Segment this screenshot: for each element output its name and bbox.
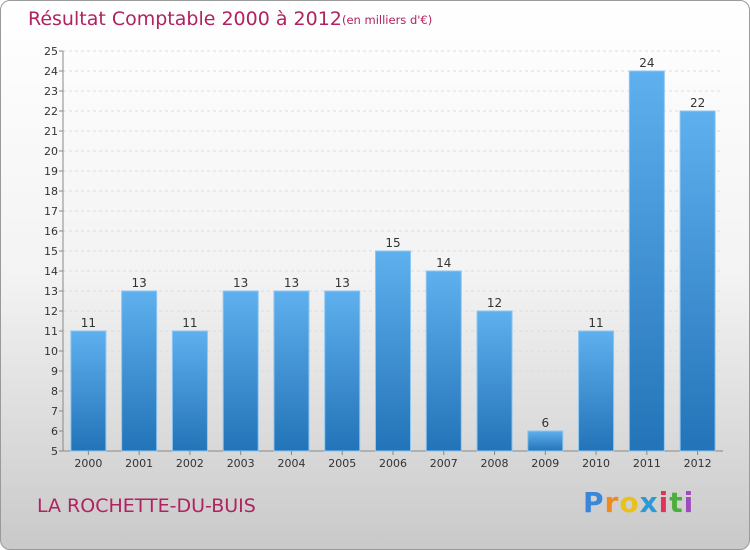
bar-2012 [679, 110, 716, 452]
y-tick-label: 10 [44, 345, 58, 358]
brand-letter: P [583, 486, 605, 519]
y-tick-label: 21 [44, 125, 58, 138]
brand-letter: o [619, 486, 640, 519]
y-tick-label: 22 [44, 105, 58, 118]
x-tick-label-2002: 2002 [176, 457, 204, 470]
value-label-2008: 12 [487, 296, 502, 310]
y-tick-label: 18 [44, 185, 58, 198]
brand-letter: r [604, 486, 620, 519]
value-label-2000: 11 [81, 316, 96, 330]
y-tick-label: 20 [44, 145, 58, 158]
x-tick-label-2004: 2004 [277, 457, 305, 470]
x-tick-label-2012: 2012 [684, 457, 712, 470]
x-tick-label-2003: 2003 [227, 457, 255, 470]
x-tick-label-2008: 2008 [481, 457, 509, 470]
y-tick-label: 19 [44, 165, 58, 178]
bar-2000 [70, 330, 107, 452]
bar-2006 [375, 250, 411, 452]
bar-2004 [273, 290, 310, 452]
value-label-2006: 15 [385, 236, 400, 250]
bar-2005 [324, 290, 361, 452]
y-tick-label: 13 [44, 285, 58, 298]
bar-2003 [222, 290, 259, 452]
value-label-2003: 13 [233, 276, 248, 290]
x-tick-label-2000: 2000 [74, 457, 102, 470]
bars [70, 70, 716, 452]
y-tick-label: 7 [51, 405, 58, 418]
bar-2009 [527, 430, 564, 452]
value-label-2012: 22 [690, 96, 705, 110]
y-tick-label: 8 [51, 385, 58, 398]
bar-2011 [628, 70, 665, 452]
y-tick-label: 11 [44, 325, 58, 338]
value-label-2010: 11 [588, 316, 603, 330]
commune-name: LA ROCHETTE-DU-BUIS [37, 495, 256, 517]
y-tick-label: 5 [51, 445, 58, 458]
value-label-2005: 13 [335, 276, 350, 290]
bar-2002 [171, 330, 208, 452]
y-tick-label: 12 [44, 305, 58, 318]
y-tick-label: 16 [44, 225, 58, 238]
brand-letter: i [658, 486, 670, 519]
bar-2007 [425, 270, 462, 452]
value-label-2001: 13 [132, 276, 147, 290]
x-tick-label-2007: 2007 [430, 457, 458, 470]
value-label-2011: 24 [639, 56, 654, 70]
x-tick-label-2005: 2005 [328, 457, 356, 470]
value-labels: 11 13 11 13 13 13 15 14 12 6 11 24 22 [81, 56, 706, 430]
value-label-2009: 6 [541, 416, 549, 430]
brand-letter: t [669, 486, 684, 519]
bar-2001 [121, 290, 158, 452]
y-tick-label: 6 [51, 425, 58, 438]
x-tick-labels: 2000 2001 2002 2003 2004 2005 2006 2007 2008 2009… [74, 451, 712, 470]
value-label-2004: 13 [284, 276, 299, 290]
brand-letter: x [639, 486, 659, 519]
bar-2008 [476, 310, 513, 452]
x-tick-label-2001: 2001 [125, 457, 153, 470]
y-tick-label: 9 [51, 365, 58, 378]
x-tick-label-2009: 2009 [531, 457, 559, 470]
value-label-2002: 11 [182, 316, 197, 330]
bar-2010 [578, 330, 615, 452]
y-tick-label: 17 [44, 205, 58, 218]
y-tick-labels: 5 6 7 8 9 10 11 12 13 14 15 16 17 18 19 20 21 22 23 24 25 [44, 45, 63, 458]
x-tick-label-2006: 2006 [379, 457, 407, 470]
chart-title: Résultat Comptable 2000 à 2012 [28, 8, 342, 30]
x-tick-label-2011: 2011 [633, 457, 661, 470]
chart-subtitle: (en milliers d'€) [342, 13, 433, 27]
y-tick-label: 23 [44, 85, 58, 98]
y-tick-label: 15 [44, 245, 58, 258]
brand-letter: i [683, 486, 695, 519]
value-label-2007: 14 [436, 256, 451, 270]
brand-logo: Proxiti [583, 486, 694, 519]
y-tick-label: 25 [44, 45, 58, 58]
y-tick-label: 24 [44, 65, 58, 78]
y-tick-label: 14 [44, 265, 58, 278]
x-tick-label-2010: 2010 [582, 457, 610, 470]
